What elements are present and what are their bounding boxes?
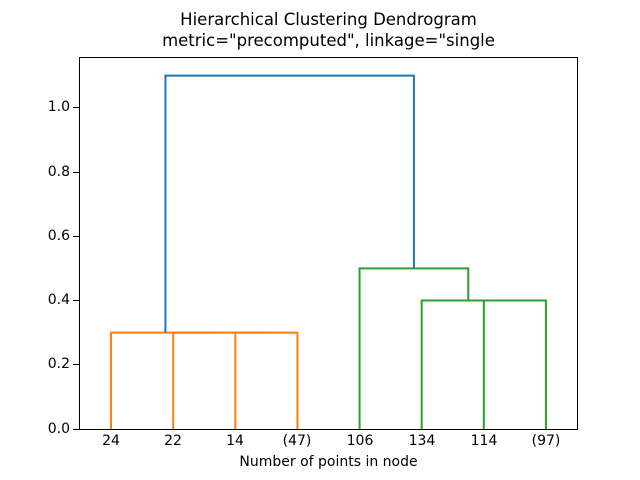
y-axis-tick [73, 172, 79, 173]
dendrogram-link [358, 267, 470, 429]
dendrogram-svg [110, 74, 547, 429]
x-axis-leaf-label: 106 [346, 433, 374, 449]
dendrogram-link [164, 74, 415, 333]
dendrogram-link [482, 299, 547, 429]
x-axis-leaf-label: 22 [164, 433, 182, 449]
x-axis-leaf-label: 14 [226, 433, 244, 449]
chart-title: Hierarchical Clustering Dendrogram metri… [80, 10, 577, 51]
x-axis-leaf-label: 24 [102, 433, 120, 449]
x-axis-title: Number of points in node [239, 454, 418, 470]
x-axis-leaf-label: (97) [531, 433, 561, 449]
y-axis-tick [73, 236, 79, 237]
dendrogram-link [420, 299, 515, 429]
y-axis-tick [73, 300, 79, 301]
chart-title-line1: Hierarchical Clustering Dendrogram [180, 10, 477, 29]
dendrogram-link [172, 331, 267, 429]
y-axis-tick-label: 0.4 [47, 292, 70, 308]
x-axis-leaf-label: (47) [282, 433, 312, 449]
chart-title-line2: metric="precomputed", linkage="single [162, 30, 495, 50]
y-axis-tick-label: 0.2 [47, 356, 70, 372]
y-axis-tick [73, 107, 79, 108]
y-axis-tick-label: 0.6 [47, 228, 70, 244]
y-axis-tick-label: 0.8 [47, 164, 70, 180]
dendrogram-link [234, 331, 299, 429]
y-axis-tick [73, 429, 79, 430]
x-axis-leaf-label: 114 [470, 433, 498, 449]
y-axis-tick-label: 1.0 [47, 99, 70, 115]
x-axis-leaf-label: 134 [408, 433, 436, 449]
dendrogram-link [110, 331, 220, 429]
y-axis-tick-label: 0.0 [47, 421, 70, 437]
y-axis-tick [73, 364, 79, 365]
plot-area [79, 57, 578, 430]
